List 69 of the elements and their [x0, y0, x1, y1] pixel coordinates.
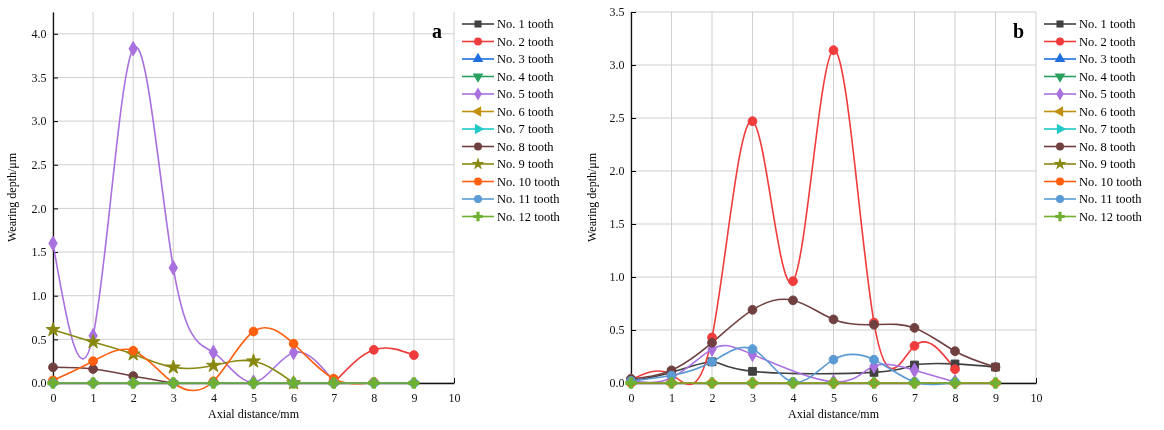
- x-axis-title: Axial distance/mm: [208, 407, 300, 421]
- y-tick-label: 0.5: [609, 323, 625, 338]
- y-tick-label: 0.0: [609, 376, 625, 391]
- y-axis-title: Wearing depth/μm: [585, 152, 599, 243]
- x-tick-label: 0: [628, 390, 635, 405]
- y-tick-label: 1.0: [31, 289, 47, 304]
- legend-label: No. 7 tooth: [1079, 122, 1137, 136]
- legend-label: No. 10 tooth: [1079, 174, 1143, 189]
- legend-label: No. 1 tooth: [1079, 17, 1137, 31]
- x-tick-label: 9: [993, 390, 999, 405]
- legend-label: No. 5 tooth: [1079, 87, 1137, 101]
- legend-label: No. 4 tooth: [1079, 69, 1137, 84]
- y-tick-label: 2.5: [609, 111, 625, 126]
- y-axis-title: Wearing depth/μm: [5, 152, 19, 243]
- y-tick-label: 1.5: [609, 217, 625, 232]
- legend-label: No. 4 tooth: [497, 69, 555, 84]
- x-tick-label: 3: [170, 390, 177, 405]
- legend-label: No. 2 tooth: [1079, 34, 1137, 49]
- legend-label: No. 9 tooth: [1079, 157, 1137, 171]
- y-tick-label: 1.5: [31, 245, 47, 260]
- x-tick-label: 4: [210, 390, 217, 405]
- x-tick-label: 3: [750, 390, 756, 405]
- y-tick-label: 0.5: [31, 332, 47, 347]
- x-tick-label: 7: [331, 390, 338, 405]
- x-tick-label: 6: [291, 390, 298, 405]
- legend-label: No. 9 tooth: [497, 157, 555, 171]
- x-tick-label: 5: [251, 390, 257, 405]
- chart-title: a: [432, 20, 442, 42]
- x-tick-label: 10: [1030, 390, 1043, 405]
- x-tick-label: 1: [669, 390, 675, 405]
- x-tick-label: 1: [90, 390, 97, 405]
- y-tick-label: 1.0: [609, 270, 625, 285]
- legend-label: No. 8 tooth: [497, 139, 555, 154]
- legend-label: No. 10 tooth: [497, 174, 561, 189]
- x-tick-label: 2: [130, 390, 137, 405]
- legend-label: No. 1 tooth: [497, 17, 555, 31]
- x-tick-label: 5: [831, 390, 837, 405]
- legend-label: No. 5 tooth: [497, 87, 555, 101]
- legend-label: No. 11 tooth: [497, 192, 561, 206]
- legend-label: No. 6 tooth: [497, 104, 555, 119]
- legend-label: No. 3 tooth: [1079, 52, 1137, 66]
- y-tick-label: 4.0: [31, 27, 47, 42]
- legend-label: No. 6 tooth: [1079, 104, 1137, 119]
- y-tick-label: 0.0: [31, 376, 47, 391]
- x-tick-label: 6: [871, 390, 878, 405]
- y-tick-label: 3.5: [31, 70, 47, 85]
- y-tick-label: 3.5: [609, 5, 625, 20]
- x-tick-label: 4: [790, 390, 797, 405]
- y-tick-label: 2.0: [609, 164, 625, 179]
- x-tick-label: 9: [411, 390, 418, 405]
- legend-label: No. 12 tooth: [497, 209, 561, 224]
- x-tick-label: 2: [709, 390, 716, 405]
- chart-title: b: [1012, 20, 1024, 42]
- y-tick-label: 3.0: [31, 114, 47, 129]
- x-tick-label: 0: [50, 390, 57, 405]
- y-tick-label: 2.5: [31, 158, 47, 173]
- x-axis-title: Axial distance/mm: [788, 407, 880, 421]
- y-tick-label: 2.0: [31, 201, 47, 216]
- legend-label: No. 11 tooth: [1079, 192, 1143, 206]
- x-tick-label: 10: [448, 390, 461, 405]
- legend-label: No. 12 tooth: [1079, 209, 1143, 224]
- legend-label: No. 3 tooth: [497, 52, 555, 66]
- legend-label: No. 2 tooth: [497, 34, 555, 49]
- x-tick-label: 8: [952, 390, 959, 405]
- legend-label: No. 7 tooth: [497, 122, 555, 136]
- y-tick-label: 3.0: [609, 58, 625, 73]
- x-tick-label: 7: [912, 390, 918, 405]
- legend-label: No. 8 tooth: [1079, 139, 1137, 154]
- x-tick-label: 8: [371, 390, 378, 405]
